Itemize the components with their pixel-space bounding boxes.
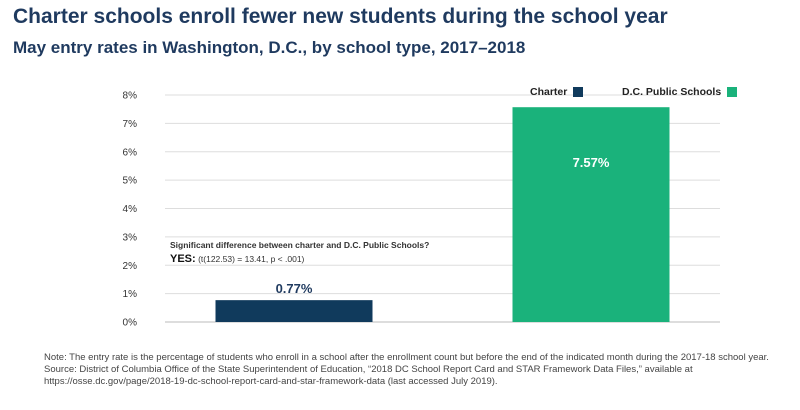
chart-title: Charter schools enroll fewer new student… [13, 5, 668, 28]
bar-data-label: 7.57% [573, 155, 610, 170]
footer-source: Source: District of Columbia Office of t… [44, 363, 693, 387]
significance-annotation: Significant difference between charter a… [170, 240, 429, 265]
y-tick-label: 6% [123, 147, 138, 158]
y-axis-ticks: 0% 1% 2% 3% 4% 5% 6% 7% 8% [123, 91, 138, 329]
significance-stat: (t(122.53) = 13.41, p < .001) [198, 254, 305, 264]
legend-label-charter: Charter [530, 86, 568, 98]
chart-subtitle: May entry rates in Washington, D.C., by … [13, 38, 526, 57]
y-tick-label: 4% [123, 204, 138, 215]
significance-answer: YES: [170, 253, 196, 265]
legend-swatch-charter [573, 87, 584, 97]
y-tick-label: 7% [123, 119, 138, 130]
y-tick-label: 5% [123, 176, 138, 187]
y-tick-label: 1% [123, 289, 138, 300]
y-tick-label: 3% [123, 232, 138, 243]
y-tick-label: 8% [123, 91, 138, 102]
bar-data-labels: 0.77% 7.57% [276, 155, 610, 296]
bar-charter [215, 300, 373, 322]
bar-data-label: 0.77% [276, 281, 313, 296]
significance-question: Significant difference between charter a… [170, 240, 430, 250]
bars [215, 107, 670, 322]
legend-swatch-dcps [727, 87, 738, 97]
footer-notes: Note: The entry rate is the percentage o… [44, 352, 789, 388]
legend-label-dcps: D.C. Public Schools [622, 86, 722, 98]
footer-note: Note: The entry rate is the percentage o… [44, 352, 769, 363]
bar-dcps [512, 107, 670, 322]
y-tick-label: 2% [123, 261, 138, 272]
bar-chart: 0% 1% 2% 3% 4% 5% 6% 7% 8% 0.77% 7.57% [123, 91, 720, 329]
y-tick-label: 0% [123, 318, 138, 329]
legend-item-dcps: D.C. Public Schools [622, 86, 738, 98]
legend-item-charter: Charter [530, 86, 584, 98]
